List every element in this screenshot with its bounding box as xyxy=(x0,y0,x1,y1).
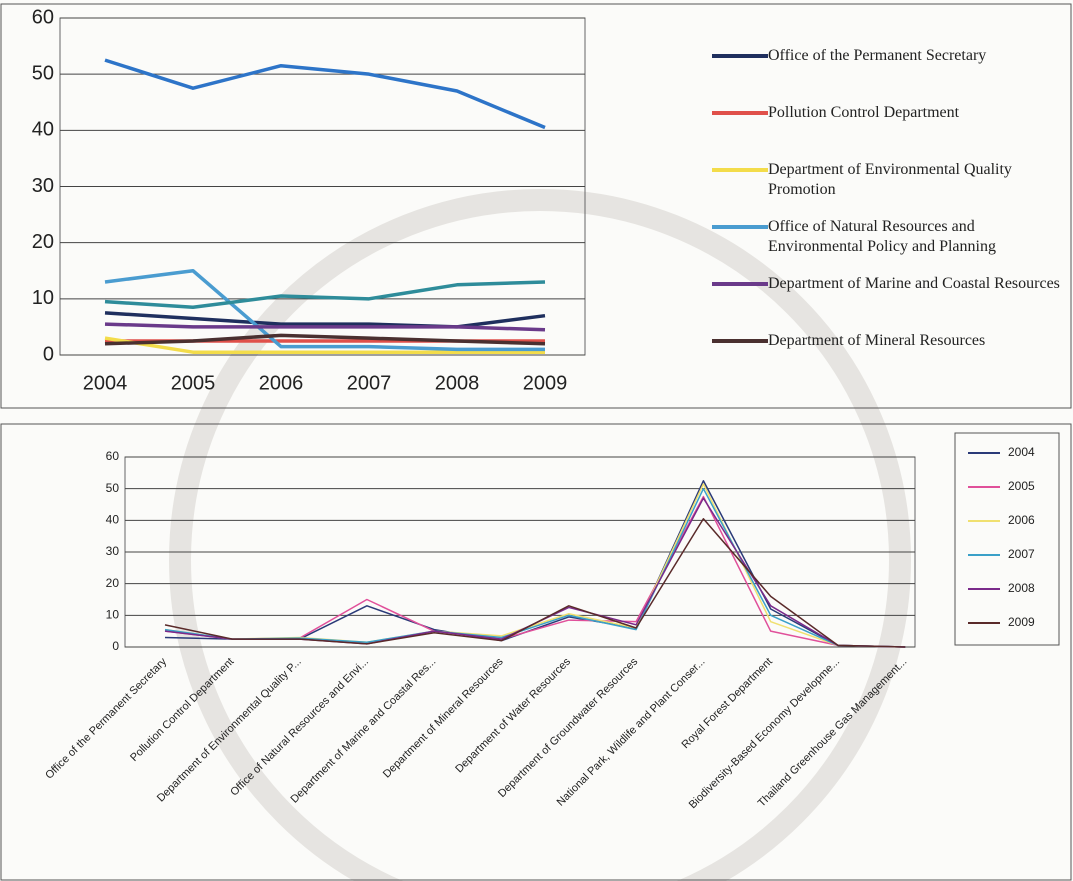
y-tick-label: 10 xyxy=(32,287,54,309)
series-line xyxy=(104,280,546,310)
y-tick-label: 50 xyxy=(106,481,120,495)
series-line xyxy=(164,480,906,648)
legend-label: 2006 xyxy=(1008,513,1035,527)
x-tick-label: 2008 xyxy=(435,372,480,394)
x-tick-label: 2006 xyxy=(259,372,304,394)
x-tick-label: 2004 xyxy=(83,372,128,394)
y-tick-label: 60 xyxy=(32,6,54,28)
legend-box xyxy=(954,432,1060,646)
x-tick-label: Office of Natural Resources and Envi... xyxy=(228,656,371,799)
watermark xyxy=(169,189,911,881)
legend-label: 2009 xyxy=(1008,615,1035,629)
x-tick-label: 2009 xyxy=(523,372,568,394)
x-tick-label: Department of Environmental Quality P... xyxy=(155,656,304,805)
x-tick-label: Department of Marine and Coastal Res... xyxy=(289,656,439,806)
legend-label: Office of the Permanent Secretary xyxy=(768,47,987,64)
legend-label: Department of Mineral Resources xyxy=(768,332,986,349)
y-tick-label: 20 xyxy=(106,576,120,590)
legend-label: Office of Natural Resources and Environm… xyxy=(768,218,996,255)
y-tick-label: 50 xyxy=(32,62,54,84)
legend-label: Department of Environmental Quality Prom… xyxy=(768,161,1012,198)
x-tick-label: National Park, Wildlife and Plant Conser… xyxy=(555,656,708,809)
series-line xyxy=(104,336,545,354)
series-line xyxy=(164,487,906,648)
x-tick-label: 2005 xyxy=(171,372,216,394)
chart-frame xyxy=(0,423,1072,881)
y-tick-label: 0 xyxy=(43,343,54,365)
legend-label: 2008 xyxy=(1008,581,1035,595)
y-tick-label: 30 xyxy=(106,544,120,558)
x-tick-label: 2007 xyxy=(347,372,392,394)
series-line xyxy=(104,58,546,130)
legend-label: Pollution Control Department xyxy=(768,104,960,121)
x-tick-label: Office of the Permanent Secretary xyxy=(43,655,169,781)
series-line xyxy=(104,269,545,352)
y-tick-label: 40 xyxy=(106,513,120,527)
x-tick-label: Department of Groundwater Resources xyxy=(496,655,641,800)
series-line xyxy=(104,311,546,329)
y-tick-label: 40 xyxy=(32,119,54,141)
series-line xyxy=(104,333,546,346)
legend-label: 2004 xyxy=(1008,445,1035,459)
y-tick-label: 10 xyxy=(106,608,120,622)
x-tick-label: Department of Mineral Resources xyxy=(381,655,506,780)
series-line xyxy=(104,322,546,332)
y-tick-label: 30 xyxy=(32,175,54,197)
y-tick-label: 20 xyxy=(32,231,54,253)
series-line xyxy=(164,518,906,648)
legend-label: 2007 xyxy=(1008,547,1035,561)
x-tick-label: Department of Water Resources xyxy=(453,655,573,775)
legend-label: 2005 xyxy=(1008,479,1035,493)
chart-frame xyxy=(0,3,1072,409)
legend-label: Department of Marine and Coastal Resourc… xyxy=(768,275,1060,292)
y-tick-label: 0 xyxy=(112,639,119,653)
y-tick-label: 60 xyxy=(106,449,120,463)
